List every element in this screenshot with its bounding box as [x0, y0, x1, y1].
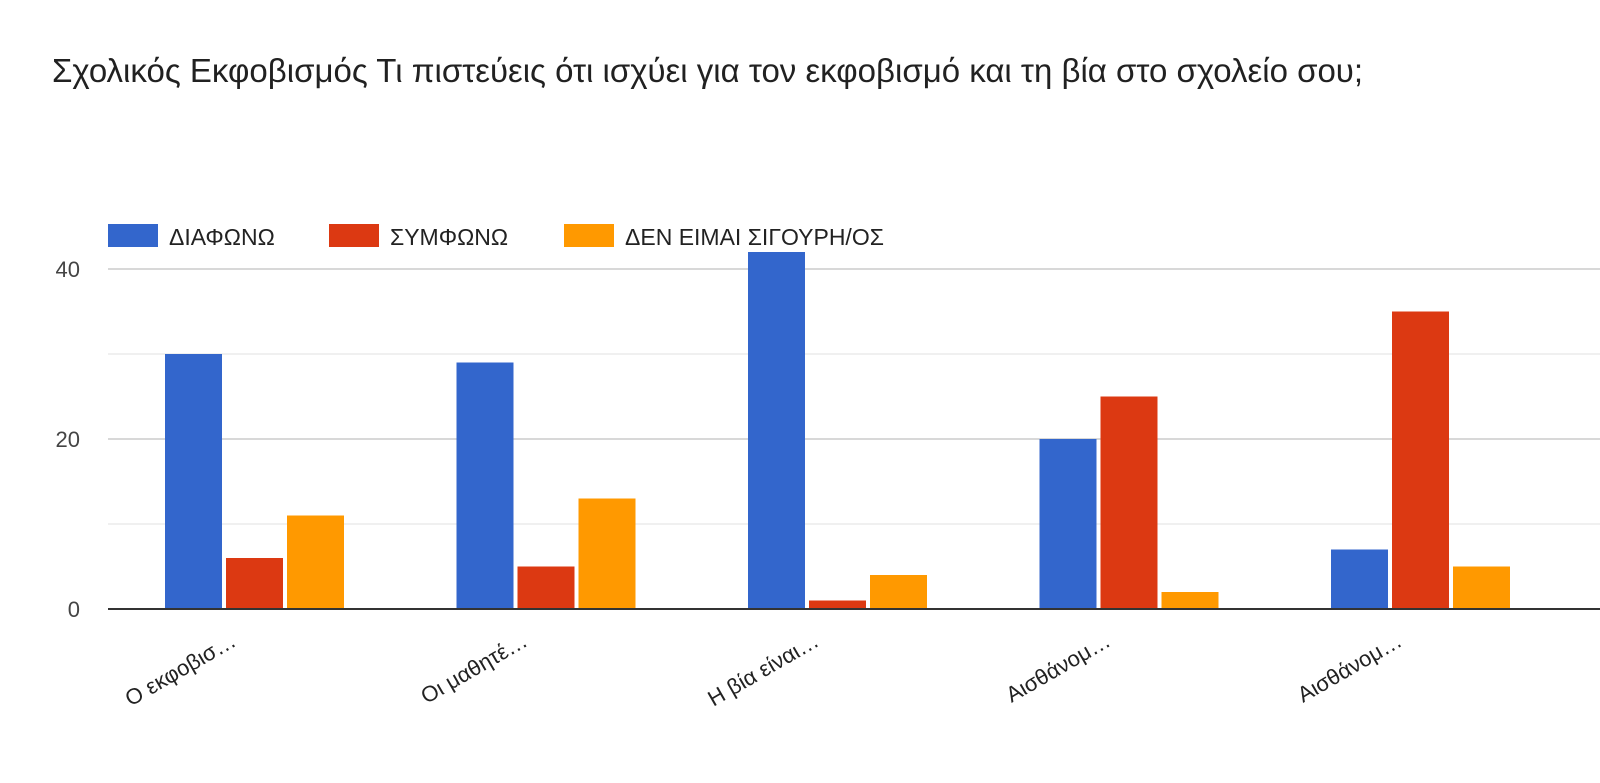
- bars: [165, 252, 1510, 609]
- x-tick-label: Αισθάνομ…: [1293, 628, 1406, 708]
- legend-label: ΔΕΝ ΕΙΜΑΙ ΣΙΓΟΥΡΗ/ΟΣ: [625, 224, 884, 250]
- bar: [226, 558, 283, 609]
- bar: [165, 354, 222, 609]
- x-tick-label: Η βία είναι…: [703, 628, 823, 711]
- bar: [287, 515, 344, 609]
- bar: [517, 566, 575, 609]
- bar: [578, 498, 636, 609]
- y-axis-ticks: 0 20 40: [56, 257, 80, 622]
- y-tick-label: 0: [68, 597, 80, 622]
- bar: [456, 362, 514, 609]
- legend-swatch: [564, 224, 614, 247]
- chart-title: Σχολικός Εκφοβισμός Τι πιστεύεις ότι ισχ…: [52, 52, 1364, 89]
- x-tick-label: Ο εκφοβισ…: [121, 628, 240, 711]
- bar: [1039, 439, 1097, 609]
- gridlines: [108, 268, 1600, 525]
- x-tick-label: Οι μαθητέ…: [416, 628, 531, 709]
- bar: [1453, 566, 1510, 609]
- y-tick-label: 40: [56, 257, 80, 282]
- legend-label: ΣΥΜΦΩΝΩ: [390, 224, 508, 250]
- bar: [1392, 311, 1449, 609]
- bar: [748, 252, 805, 609]
- legend-swatch: [329, 224, 379, 247]
- legend: ΔΙΑΦΩΝΩ ΣΥΜΦΩΝΩ ΔΕΝ ΕΙΜΑΙ ΣΙΓΟΥΡΗ/ΟΣ: [108, 224, 884, 250]
- x-tick-label: Αισθάνομ…: [1002, 628, 1115, 708]
- bar: [809, 600, 866, 609]
- bar: [1331, 549, 1388, 609]
- legend-swatch: [108, 224, 158, 247]
- y-tick-label: 20: [56, 427, 80, 452]
- bar: [870, 575, 927, 609]
- bar: [1161, 592, 1219, 609]
- legend-label: ΔΙΑΦΩΝΩ: [169, 224, 275, 250]
- x-axis-labels: Ο εκφοβισ… Οι μαθητέ… Η βία είναι… Αισθάνομ…: [121, 628, 1406, 711]
- bar: [1100, 396, 1158, 609]
